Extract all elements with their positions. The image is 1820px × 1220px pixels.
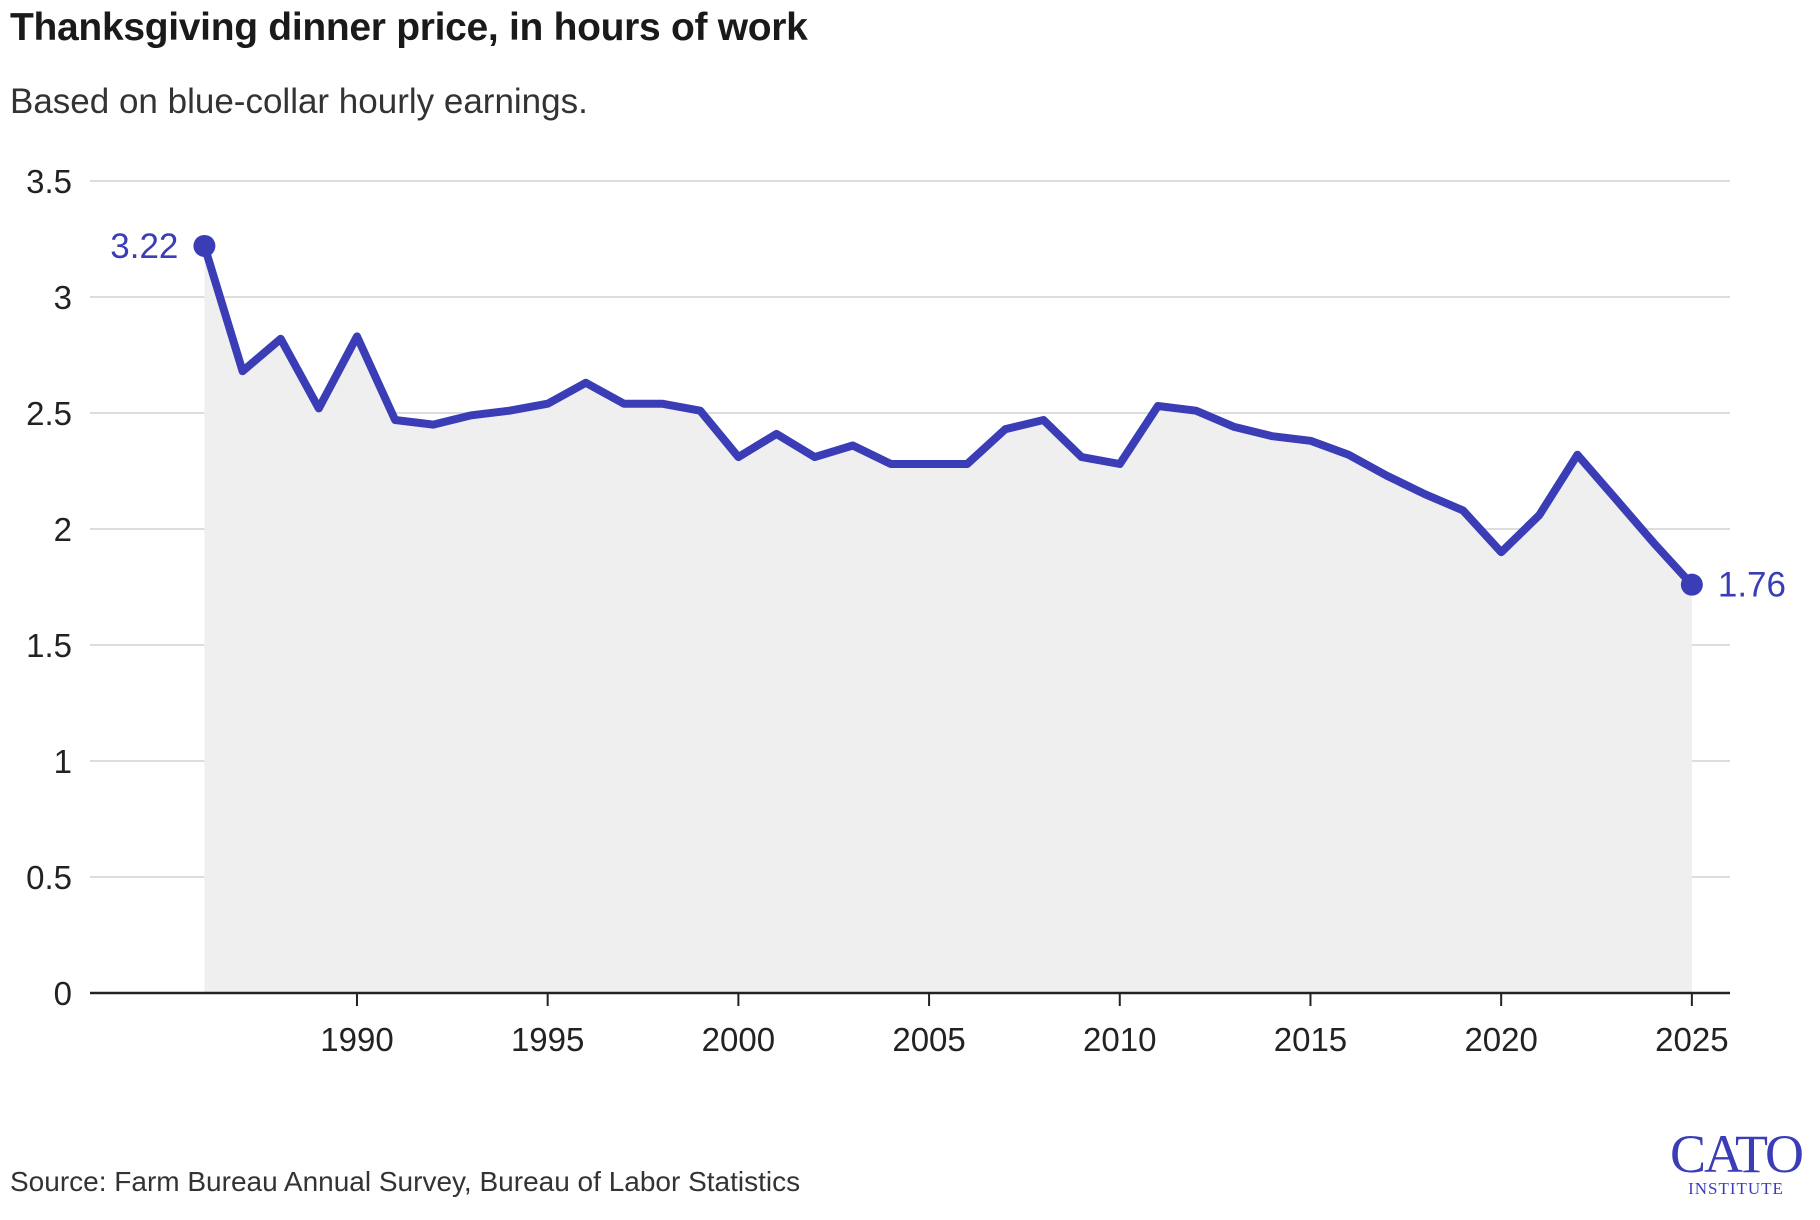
x-tick-label: 2020 (1464, 1021, 1537, 1058)
y-tick-label: 2.5 (26, 395, 72, 432)
y-tick-label: 1 (54, 743, 72, 780)
cato-logo: CATO INSTITUTE (1660, 1124, 1812, 1198)
data-label: 3.22 (110, 227, 178, 266)
x-tick-label: 2015 (1274, 1021, 1347, 1058)
chart-title: Thanksgiving dinner price, in hours of w… (10, 6, 808, 49)
logo-subtitle: INSTITUTE (1688, 1179, 1784, 1198)
endpoint-dot (1680, 573, 1703, 596)
chart-subtitle: Based on blue-collar hourly earnings. (10, 82, 588, 121)
logo-wordmark: CATO (1669, 1124, 1804, 1184)
area-fill (204, 246, 1692, 993)
y-tick-label: 0 (54, 975, 72, 1012)
x-tick-label: 1995 (511, 1021, 584, 1058)
x-tick-label: 2000 (702, 1021, 775, 1058)
series-line (200, 242, 1696, 589)
y-tick-label: 0.5 (26, 859, 72, 896)
endpoint-dot (193, 234, 216, 257)
y-tick-label: 1.5 (26, 627, 72, 664)
axes (90, 991, 1730, 1006)
y-tick-label: 3 (54, 279, 72, 316)
x-tick-label: 2005 (892, 1021, 965, 1058)
data-label: 1.76 (1718, 566, 1786, 605)
source-note: Source: Farm Bureau Annual Survey, Burea… (10, 1166, 801, 1197)
x-tick-label: 2025 (1655, 1021, 1728, 1058)
tick-labels: 0 0.5 1 1.5 2 2.5 3 3.5 1990 1995 2000 2005 2010 2015… (26, 163, 1728, 1058)
x-tick-label: 1990 (320, 1021, 393, 1058)
x-tick-label: 2010 (1083, 1021, 1156, 1058)
data-points: 3.22 1.76 (110, 227, 1786, 605)
y-tick-label: 3.5 (26, 163, 72, 200)
y-tick-label: 2 (54, 511, 72, 548)
